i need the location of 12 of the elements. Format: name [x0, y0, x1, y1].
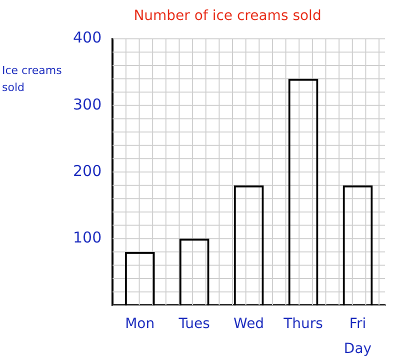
y-tick-label: 300 — [72, 95, 102, 114]
x-tick-label: Mon — [125, 316, 155, 332]
x-tick-label: Fri — [349, 316, 366, 332]
y-tick-label: 200 — [72, 162, 102, 180]
x-tick-label: Wed — [234, 316, 264, 332]
y-tick-label: 100 — [72, 228, 102, 246]
y-axis-title: Ice creams sold — [2, 64, 62, 94]
y-tick-label: 400 — [72, 28, 102, 47]
x-tick-label: Thurs — [282, 316, 323, 332]
chart-title: Number of ice creams sold — [134, 8, 322, 24]
x-tick-label: Tues — [178, 316, 210, 332]
x-axis-title: Day — [344, 341, 372, 358]
